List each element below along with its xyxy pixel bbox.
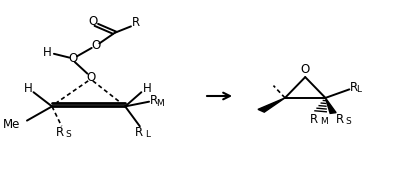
Text: O: O [68, 52, 78, 65]
Text: H: H [43, 46, 51, 59]
Text: H: H [24, 82, 32, 95]
Text: S: S [66, 130, 72, 139]
Text: R: R [336, 113, 344, 126]
Text: R: R [150, 94, 158, 107]
Text: R: R [56, 126, 64, 139]
Text: R: R [350, 81, 358, 94]
Text: O: O [88, 15, 98, 28]
Text: O: O [91, 39, 100, 52]
Polygon shape [258, 98, 285, 112]
Text: R: R [310, 113, 318, 126]
Text: S: S [346, 118, 352, 126]
Text: L: L [356, 85, 361, 94]
Text: M: M [320, 118, 328, 126]
Text: H: H [143, 82, 152, 95]
Text: O: O [86, 71, 95, 84]
Text: R: R [132, 16, 140, 29]
Text: L: L [145, 130, 150, 139]
Text: Me: Me [3, 118, 20, 131]
Text: R: R [135, 126, 143, 139]
Text: O: O [300, 63, 310, 76]
Text: M: M [156, 98, 164, 108]
Polygon shape [326, 98, 336, 113]
